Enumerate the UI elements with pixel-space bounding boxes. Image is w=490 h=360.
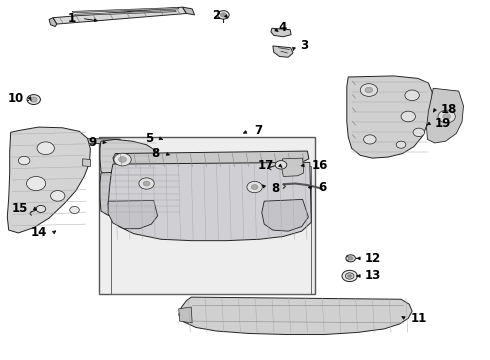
Polygon shape bbox=[108, 201, 158, 229]
Circle shape bbox=[401, 111, 416, 122]
Text: 1: 1 bbox=[68, 12, 76, 25]
Circle shape bbox=[251, 185, 258, 189]
Text: 17: 17 bbox=[258, 159, 274, 172]
Text: 2: 2 bbox=[212, 9, 220, 22]
Polygon shape bbox=[271, 28, 291, 37]
Polygon shape bbox=[49, 18, 57, 27]
Circle shape bbox=[143, 181, 150, 186]
Circle shape bbox=[396, 141, 406, 148]
Circle shape bbox=[114, 153, 131, 166]
Bar bbox=[111, 166, 311, 294]
Circle shape bbox=[50, 190, 65, 201]
Polygon shape bbox=[273, 46, 293, 57]
Text: 19: 19 bbox=[435, 117, 451, 130]
Text: 18: 18 bbox=[441, 103, 457, 116]
Polygon shape bbox=[100, 139, 159, 178]
Circle shape bbox=[342, 270, 357, 282]
Circle shape bbox=[345, 273, 354, 279]
Circle shape bbox=[26, 176, 46, 190]
Polygon shape bbox=[179, 307, 192, 323]
Polygon shape bbox=[83, 159, 90, 167]
Polygon shape bbox=[179, 297, 412, 334]
Text: 13: 13 bbox=[365, 270, 381, 283]
Polygon shape bbox=[113, 151, 309, 168]
Text: 15: 15 bbox=[12, 202, 28, 215]
Polygon shape bbox=[426, 88, 464, 143]
Circle shape bbox=[275, 161, 287, 169]
Polygon shape bbox=[100, 170, 182, 216]
Circle shape bbox=[37, 142, 54, 154]
Polygon shape bbox=[262, 199, 308, 231]
Text: 3: 3 bbox=[300, 40, 308, 53]
Text: 9: 9 bbox=[89, 136, 97, 149]
Circle shape bbox=[438, 110, 455, 123]
Polygon shape bbox=[108, 162, 311, 241]
Circle shape bbox=[139, 178, 154, 189]
Text: 8: 8 bbox=[151, 147, 160, 160]
Circle shape bbox=[360, 84, 377, 96]
Text: 8: 8 bbox=[271, 181, 280, 195]
Text: 4: 4 bbox=[279, 21, 287, 34]
Polygon shape bbox=[183, 7, 195, 15]
Text: 7: 7 bbox=[255, 124, 263, 137]
Circle shape bbox=[346, 255, 355, 262]
Circle shape bbox=[405, 90, 419, 100]
Polygon shape bbox=[53, 7, 186, 24]
Polygon shape bbox=[74, 10, 176, 15]
Circle shape bbox=[18, 156, 30, 165]
Circle shape bbox=[364, 135, 376, 144]
Polygon shape bbox=[66, 138, 120, 144]
Polygon shape bbox=[347, 76, 432, 158]
Text: 10: 10 bbox=[8, 92, 24, 105]
Circle shape bbox=[36, 206, 46, 212]
Text: 5: 5 bbox=[146, 132, 154, 145]
Text: 6: 6 bbox=[318, 181, 326, 194]
Text: 11: 11 bbox=[411, 312, 427, 325]
Circle shape bbox=[70, 207, 79, 213]
Circle shape bbox=[348, 257, 353, 260]
Circle shape bbox=[443, 114, 450, 119]
Polygon shape bbox=[7, 127, 90, 233]
Text: 16: 16 bbox=[311, 159, 328, 172]
Polygon shape bbox=[281, 158, 304, 176]
Text: 12: 12 bbox=[365, 252, 381, 265]
Bar bbox=[98, 137, 315, 294]
Polygon shape bbox=[63, 138, 67, 145]
Circle shape bbox=[27, 95, 41, 104]
Text: 14: 14 bbox=[31, 226, 47, 239]
Polygon shape bbox=[72, 8, 179, 13]
Circle shape bbox=[119, 157, 126, 162]
Circle shape bbox=[220, 13, 226, 17]
Circle shape bbox=[247, 181, 262, 193]
Circle shape bbox=[348, 275, 352, 277]
Circle shape bbox=[365, 87, 373, 93]
Circle shape bbox=[413, 128, 425, 136]
Circle shape bbox=[30, 97, 37, 102]
Circle shape bbox=[218, 11, 229, 19]
